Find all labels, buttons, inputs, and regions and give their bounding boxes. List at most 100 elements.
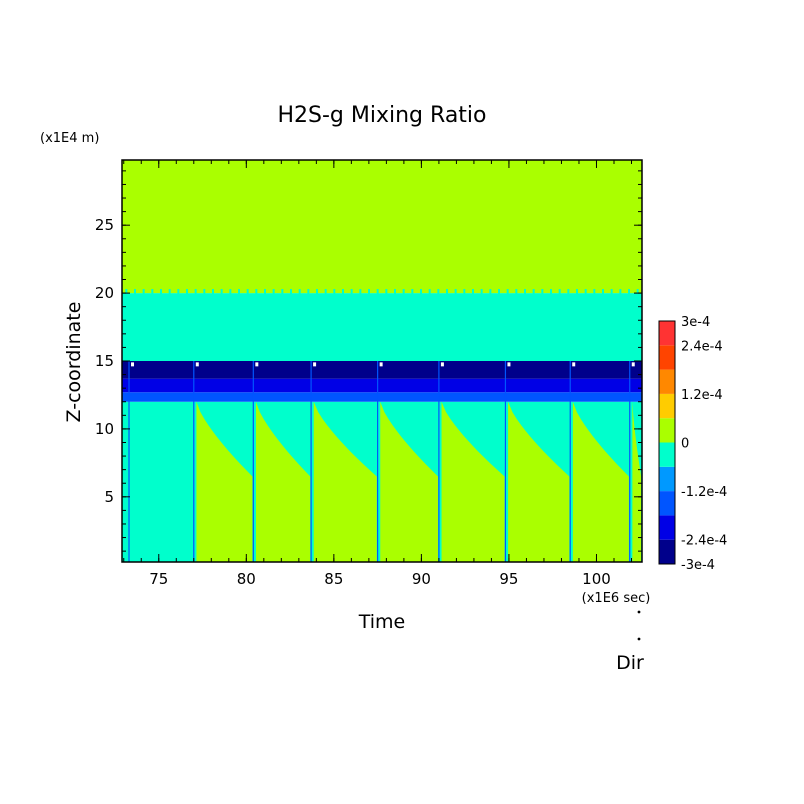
- interface-streak: [628, 289, 630, 309]
- interface-streak: [142, 289, 145, 298]
- interface-streak: [229, 289, 232, 310]
- colorbar-label: 0: [681, 437, 689, 452]
- white-mark: [313, 362, 317, 367]
- dark-cell: [344, 363, 355, 378]
- colorbar-label: 3e-4: [681, 315, 710, 330]
- interface-streak: [350, 289, 353, 297]
- dir-marker-dot: [637, 610, 641, 614]
- dark-cell: [318, 363, 329, 378]
- interface-streak: [238, 289, 240, 295]
- dark-cell: [270, 363, 281, 378]
- dark-cell: [174, 363, 185, 378]
- dark-cell: [383, 363, 394, 378]
- colorbar: 3e-4 2.4e-4 1.2e-4 0 -1.2e-4 -2.4e-4 -3e-4: [658, 315, 727, 573]
- interface-streak: [558, 289, 561, 296]
- colorbar-label: -2.4e-4: [681, 534, 727, 549]
- interface-streak: [160, 289, 162, 302]
- plot-area: [122, 160, 642, 562]
- dark-cell: [395, 363, 406, 378]
- dark-cell: [587, 363, 598, 378]
- colorbar-segment: [659, 466, 675, 492]
- dark-cell: [148, 363, 159, 378]
- interface-streak: [368, 289, 370, 301]
- dark-cell: [525, 363, 536, 378]
- y-tick-label: 15: [95, 352, 114, 370]
- interface-streak: [177, 289, 180, 305]
- interface-streak: [359, 289, 362, 309]
- plume-region: [441, 401, 505, 562]
- interface-streak: [264, 289, 266, 308]
- interface-streak: [411, 289, 414, 301]
- colorbar-segment: [659, 345, 675, 370]
- colorbar-segment: [659, 321, 675, 346]
- interface-streak: [212, 289, 214, 309]
- dark-cell: [472, 363, 483, 378]
- interface-streak: [220, 289, 223, 296]
- interface-streak: [186, 289, 188, 304]
- interface-streak: [255, 289, 258, 299]
- colorbar-segment: [659, 393, 675, 419]
- dark-cell: [445, 363, 456, 378]
- colorbar-label: -1.2e-4: [681, 485, 727, 500]
- colorbar-frame: [658, 320, 676, 565]
- interface-streak: [402, 289, 405, 307]
- dark-cell: [357, 363, 368, 378]
- interface-streak: [584, 289, 587, 307]
- dark-cell: [199, 363, 210, 378]
- interface-streak: [168, 289, 171, 307]
- dark-cell: [459, 363, 470, 378]
- interface-streak: [125, 289, 128, 294]
- y-tick-label: 25: [95, 216, 114, 234]
- dark-cell: [223, 363, 234, 378]
- plume-region: [572, 401, 629, 562]
- plume-region: [196, 401, 253, 562]
- interface-streak: [524, 289, 526, 299]
- interface-streak: [463, 289, 466, 299]
- white-mark: [440, 362, 444, 367]
- dark-cell: [281, 363, 292, 378]
- dir-marker-dot: [637, 637, 641, 641]
- interface-streak: [420, 289, 422, 309]
- dark-cell: [420, 363, 431, 378]
- colorbar-segment: [659, 369, 675, 394]
- dir-marker: [637, 610, 641, 641]
- interface-streak: [515, 289, 518, 308]
- interface-streak: [446, 289, 448, 295]
- plume-region: [508, 401, 570, 562]
- y-unit-label: (x1E4 m): [40, 131, 99, 146]
- interface-streak: [281, 289, 284, 305]
- interface-streak: [298, 289, 301, 302]
- interface-streak: [480, 289, 483, 303]
- interface-streak: [567, 289, 570, 309]
- interface-streak: [272, 289, 275, 303]
- y-axis-label: Z-coordinate: [63, 302, 85, 423]
- white-mark: [631, 362, 635, 367]
- interface-streak: [454, 289, 457, 310]
- dark-cell: [258, 363, 269, 378]
- region-strong-negative: [122, 361, 642, 379]
- x-axis: 75 80 85 90 95 100: [123, 160, 632, 588]
- interface-streak: [428, 289, 431, 297]
- dark-cell: [408, 363, 419, 378]
- x-tick-label: 90: [412, 570, 431, 588]
- dark-cell: [135, 363, 146, 378]
- interface-streak: [134, 289, 136, 310]
- x-tick-label: 80: [237, 570, 256, 588]
- y-tick-label: 20: [95, 284, 114, 302]
- plume-region: [632, 401, 642, 562]
- colorbar-label: 1.2e-4: [681, 388, 723, 403]
- colorbar-segment: [659, 515, 675, 540]
- colorbar-segment: [659, 442, 675, 467]
- x-tick-label: 85: [324, 570, 343, 588]
- dark-cell: [331, 363, 342, 378]
- plume-region: [380, 401, 439, 562]
- white-mark: [507, 362, 511, 367]
- x-tick-label: 95: [499, 570, 518, 588]
- x-unit-label: (x1E6 sec): [582, 591, 651, 606]
- region-light-negative: [122, 392, 642, 402]
- y-tick-label: 10: [95, 420, 114, 438]
- white-mark: [131, 362, 135, 367]
- dark-cell: [293, 363, 304, 378]
- colorbar-segment: [659, 539, 675, 564]
